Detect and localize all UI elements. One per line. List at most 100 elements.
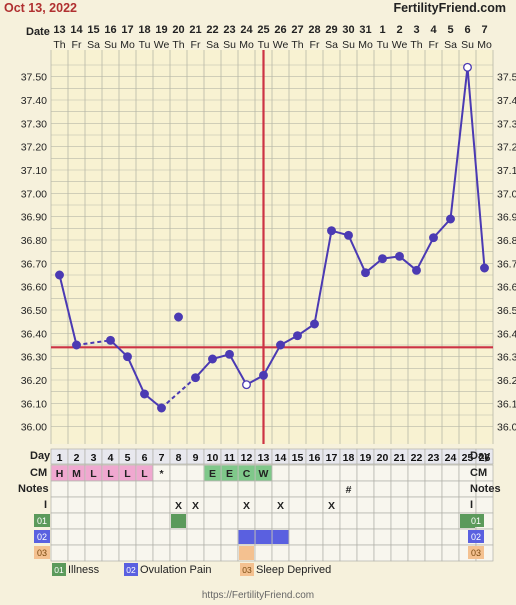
temp-point[interactable] <box>259 370 268 380</box>
legend-illness: 01 Illness <box>52 563 100 576</box>
cycle-day-number: 14 <box>275 452 287 464</box>
table-cell <box>169 528 188 546</box>
y-tick-left: 37.40 <box>21 95 47 107</box>
table-cell <box>220 480 239 498</box>
row-02-code: 02 <box>37 532 47 542</box>
legend-sleep-deprived-swatch <box>240 563 254 576</box>
legend-ovulation-pain-label: Ovulation Pain <box>140 564 212 576</box>
table-cell <box>203 528 222 546</box>
temp-point[interactable] <box>191 373 200 383</box>
temp-point[interactable] <box>106 335 115 345</box>
table-cell <box>305 544 324 562</box>
weekday-label: Tu <box>258 39 270 51</box>
table-cell <box>424 528 443 546</box>
cycle-day-number: 11 <box>224 452 235 464</box>
temp-point[interactable] <box>344 230 353 240</box>
cm-value: C <box>243 468 251 480</box>
site-name[interactable]: FertilityFriend.com <box>393 1 506 15</box>
temp-point[interactable] <box>412 265 421 275</box>
cycle-day-number: 4 <box>108 452 114 464</box>
table-cell <box>475 496 494 514</box>
sleep-deprived-marker <box>239 546 254 560</box>
temp-point[interactable] <box>395 251 404 261</box>
temp-point[interactable] <box>225 349 234 359</box>
intercourse-marker: X <box>192 500 199 512</box>
footer-url[interactable]: https://FertilityFriend.com <box>202 590 314 601</box>
table-cell <box>322 512 341 530</box>
temp-point[interactable] <box>72 340 81 350</box>
table-cell <box>135 544 154 562</box>
temp-point[interactable] <box>140 389 149 399</box>
temp-point[interactable] <box>208 354 217 364</box>
date-number: 26 <box>274 24 286 36</box>
temp-line-segment <box>415 237 435 271</box>
date-number: 31 <box>359 24 371 36</box>
date-number: 24 <box>240 24 253 36</box>
row-02-swatch-right <box>468 530 484 543</box>
cm-cell-fill <box>204 465 221 481</box>
temp-line-segment <box>449 67 469 220</box>
legend-ovulation-pain-code: 02 <box>126 565 136 575</box>
temp-point[interactable] <box>429 233 438 243</box>
temp-point[interactable] <box>327 226 336 236</box>
cycle-day-number: 6 <box>142 452 148 464</box>
table-cell <box>356 464 375 482</box>
legend: 01 Illness 02 Ovulation Pain 03 Sleep De… <box>52 563 331 576</box>
temp-point[interactable] <box>446 214 455 224</box>
y-tick-right: 36.20 <box>497 375 516 387</box>
table-cell <box>356 496 375 514</box>
weekday-label: Fr <box>72 39 82 51</box>
y-tick-left: 36.90 <box>21 212 47 224</box>
temp-point[interactable] <box>480 263 489 273</box>
weekday-label: Su <box>461 39 474 51</box>
temp-point-open[interactable] <box>242 380 251 390</box>
table-cell <box>339 528 358 546</box>
y-tick-right: 36.30 <box>497 352 516 364</box>
y-tick-left: 36.80 <box>21 235 47 247</box>
row-label-03: 03 <box>34 546 50 559</box>
legend-illness-code: 01 <box>54 565 64 575</box>
illness-marker <box>171 514 186 528</box>
temp-line-segment <box>126 356 146 395</box>
temp-point[interactable] <box>55 270 64 280</box>
temp-point[interactable] <box>276 340 285 350</box>
table-cell <box>271 480 290 498</box>
temp-point[interactable] <box>123 352 132 362</box>
date-number: 4 <box>430 24 437 36</box>
row-02-swatch <box>34 530 50 543</box>
table-cell <box>203 544 222 562</box>
table-cell <box>220 496 239 514</box>
table-cell <box>152 528 171 546</box>
table-cell <box>186 544 205 562</box>
cycle-day-number: 24 <box>445 452 457 464</box>
y-tick-left: 36.10 <box>21 398 47 410</box>
page-date: Oct 13, 2022 <box>4 1 77 15</box>
table-cell <box>84 480 103 498</box>
table-cell <box>390 544 409 562</box>
y-tick-left: 36.60 <box>21 282 47 294</box>
cm-cell-fill <box>102 465 119 481</box>
temp-point[interactable] <box>310 319 319 329</box>
temp-point[interactable] <box>361 268 370 278</box>
temp-point[interactable] <box>378 254 387 264</box>
table-cell <box>203 496 222 514</box>
table-cell <box>186 480 205 498</box>
intercourse-marker: X <box>328 500 335 512</box>
table-cell <box>271 464 290 482</box>
y-tick-left: 37.30 <box>21 118 47 130</box>
table-cell <box>220 528 239 546</box>
table-cell <box>50 480 69 498</box>
temp-point-open[interactable] <box>463 62 472 72</box>
weekday-label: Tu <box>139 39 151 51</box>
temp-line-segment <box>58 274 78 346</box>
temp-point[interactable] <box>174 312 183 322</box>
date-number: 6 <box>464 24 470 36</box>
table-cell <box>339 496 358 514</box>
table-cell <box>407 496 426 514</box>
weekday-label: Sa <box>444 39 457 51</box>
temp-point[interactable] <box>157 403 166 413</box>
weekday-label: Fr <box>191 39 201 51</box>
ovulation-pain-marker <box>272 530 289 544</box>
temp-point[interactable] <box>293 331 302 341</box>
